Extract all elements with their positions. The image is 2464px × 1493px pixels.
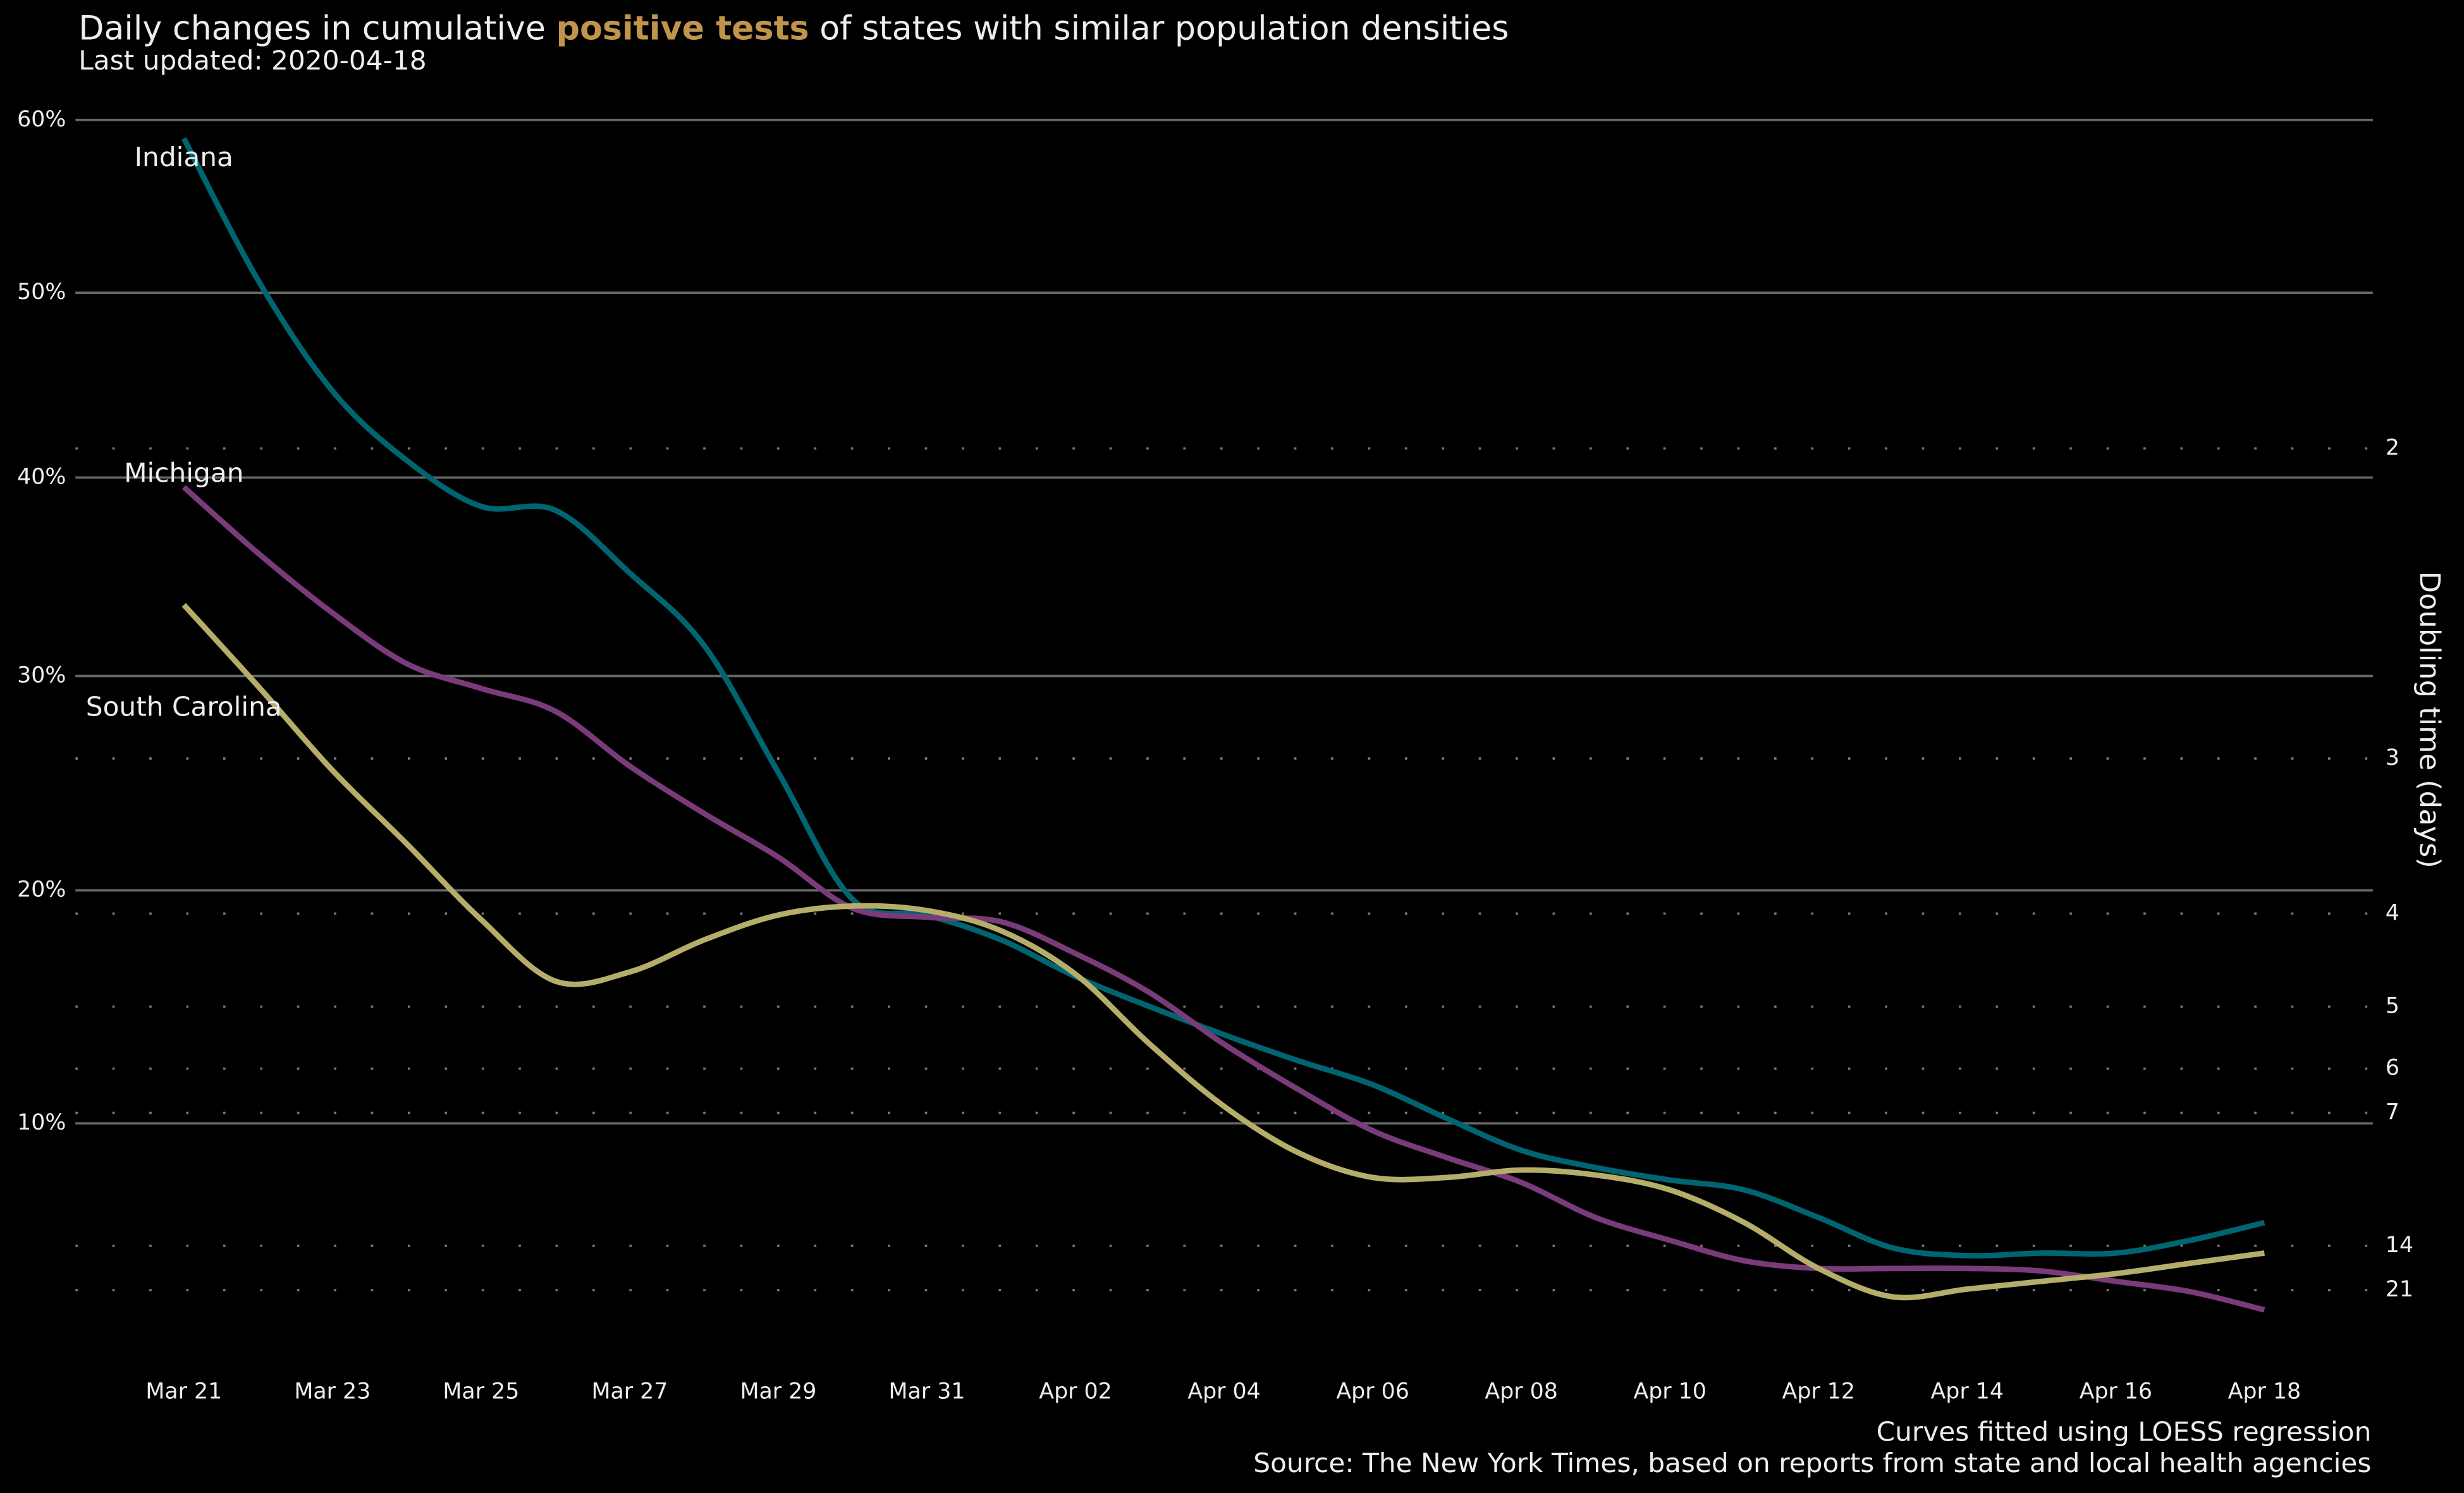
y-tick-label: 50% [17,279,66,305]
x-tick-label: Apr 16 [2080,1379,2153,1404]
series-label: South Carolina [86,691,282,722]
y2-tick-label: 6 [2386,1056,2400,1081]
y2-tick-label: 21 [2386,1277,2413,1302]
title-part: Daily changes in cumulative [78,10,556,48]
source: Source: The New York Times, based on rep… [1253,1447,2371,1478]
x-tick-label: Apr 14 [1931,1379,2004,1404]
y-tick-label: 40% [17,465,66,490]
note: Curves fitted using LOESS regression [1877,1417,2372,1447]
x-tick-label: Apr 12 [1782,1379,1855,1404]
y2-tick-label: 4 [2386,900,2400,925]
y2-tick-label: 2 [2386,435,2400,460]
x-tick-label: Apr 02 [1039,1379,1112,1404]
x-tick-label: Apr 06 [1336,1379,1409,1404]
y2-tick-label: 3 [2386,745,2400,771]
x-tick-label: Apr 08 [1485,1379,1558,1404]
x-tick-label: Mar 29 [740,1379,816,1404]
title-part: of states with similar population densit… [809,10,1509,48]
x-tick-label: Mar 31 [889,1379,965,1404]
series-label: Indiana [135,142,233,173]
y2-axis-label: Doubling time (days) [2413,571,2446,868]
chart-title: Daily changes in cumulative positive tes… [78,10,1509,48]
y-tick-label: 60% [17,107,66,132]
series-line [181,485,2265,1313]
y2-tick-label: 14 [2386,1233,2413,1258]
x-tick-label: Mar 27 [591,1379,668,1404]
y-tick-label: 20% [17,877,66,903]
x-tick-label: Apr 04 [1187,1379,1260,1404]
x-tick-label: Apr 10 [1633,1379,1707,1404]
y2-tick-label: 5 [2386,993,2400,1018]
y-tick-label: 10% [17,1110,66,1135]
subtitle: Last updated: 2020-04-18 [78,45,426,76]
series-line [181,137,2265,1259]
series-line [181,603,2265,1301]
y-tick-label: 30% [17,662,66,688]
x-tick-label: Mar 25 [443,1379,519,1404]
x-tick-label: Mar 21 [145,1379,222,1404]
y2-tick-label: 7 [2386,1100,2400,1125]
x-tick-label: Apr 18 [2228,1379,2302,1404]
x-tick-label: Mar 23 [294,1379,371,1404]
series-label: Michigan [124,457,243,488]
title-highlight: positive tests [556,10,809,48]
